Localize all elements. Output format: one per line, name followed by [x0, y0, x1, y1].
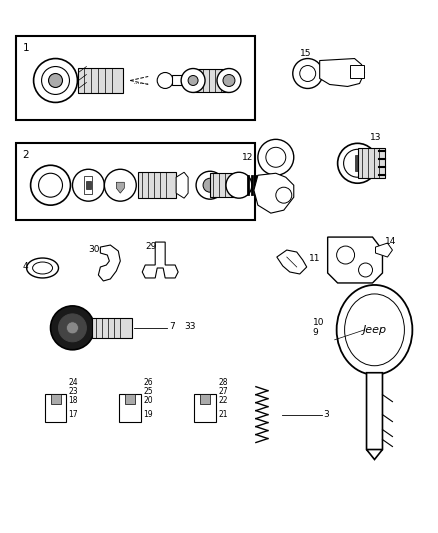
Bar: [50, 394, 60, 403]
Circle shape: [42, 67, 70, 94]
Text: 25: 25: [143, 387, 153, 396]
Circle shape: [31, 165, 71, 205]
Text: 18: 18: [68, 396, 78, 405]
Bar: [45, 394, 67, 422]
Text: 28: 28: [218, 378, 227, 387]
Circle shape: [39, 173, 63, 197]
Text: 30: 30: [88, 245, 100, 254]
Text: 14: 14: [385, 237, 396, 246]
Bar: [16, 36, 255, 120]
Bar: [172, 76, 182, 85]
Text: 11: 11: [309, 254, 320, 263]
Polygon shape: [99, 245, 120, 281]
Circle shape: [338, 143, 378, 183]
Polygon shape: [117, 182, 124, 193]
Text: 12: 12: [242, 154, 253, 162]
Polygon shape: [367, 373, 382, 455]
Bar: [92, 318, 132, 338]
Text: 9: 9: [313, 328, 318, 337]
Text: Jeep: Jeep: [362, 325, 387, 335]
Bar: [355, 155, 360, 171]
Text: 10: 10: [313, 318, 324, 327]
Circle shape: [293, 59, 323, 88]
Polygon shape: [142, 242, 178, 278]
Bar: [78, 68, 124, 93]
Text: 26: 26: [143, 378, 153, 387]
Bar: [85, 176, 92, 194]
Text: 33: 33: [184, 322, 196, 331]
Polygon shape: [375, 243, 392, 257]
Bar: [200, 394, 210, 403]
Circle shape: [67, 322, 78, 334]
Text: 22: 22: [218, 396, 227, 405]
Circle shape: [157, 72, 173, 88]
Bar: [125, 394, 135, 403]
Text: 29: 29: [145, 242, 157, 251]
Ellipse shape: [27, 258, 59, 278]
Circle shape: [50, 306, 95, 350]
Circle shape: [258, 139, 294, 175]
Text: 13: 13: [370, 133, 381, 142]
Bar: [350, 64, 364, 78]
Text: 23: 23: [68, 387, 78, 396]
Circle shape: [300, 66, 316, 82]
Text: 1: 1: [23, 43, 29, 53]
Bar: [194, 394, 216, 422]
Circle shape: [359, 263, 372, 277]
Circle shape: [203, 178, 217, 192]
Circle shape: [181, 69, 205, 92]
Ellipse shape: [345, 294, 404, 366]
Circle shape: [188, 76, 198, 85]
Bar: [193, 69, 228, 92]
Circle shape: [343, 149, 371, 177]
Ellipse shape: [337, 285, 413, 375]
Text: 17: 17: [68, 410, 78, 419]
Bar: [86, 181, 91, 189]
Circle shape: [59, 314, 86, 342]
Circle shape: [34, 59, 78, 102]
Text: 7: 7: [169, 322, 175, 331]
Text: 19: 19: [143, 410, 153, 419]
Circle shape: [266, 147, 286, 167]
Bar: [16, 143, 255, 220]
Circle shape: [49, 74, 63, 87]
Polygon shape: [277, 250, 307, 274]
Text: 3: 3: [324, 410, 329, 418]
Polygon shape: [176, 172, 188, 198]
Circle shape: [196, 171, 224, 199]
Text: 2: 2: [23, 150, 29, 160]
Circle shape: [72, 169, 104, 201]
Circle shape: [223, 75, 235, 86]
Bar: [138, 172, 176, 198]
Text: 21: 21: [218, 410, 227, 419]
Circle shape: [217, 69, 241, 92]
Bar: [210, 173, 238, 197]
Text: 27: 27: [218, 387, 228, 396]
Circle shape: [104, 169, 136, 201]
Circle shape: [226, 172, 252, 198]
Polygon shape: [328, 237, 382, 283]
Circle shape: [276, 187, 292, 203]
Polygon shape: [367, 449, 382, 459]
Bar: [119, 394, 141, 422]
Circle shape: [337, 246, 355, 264]
Bar: [357, 148, 385, 178]
Polygon shape: [320, 59, 364, 86]
Text: 24: 24: [68, 378, 78, 387]
Text: 20: 20: [143, 396, 153, 405]
Text: 15: 15: [300, 49, 311, 58]
Text: 4: 4: [23, 262, 28, 271]
Polygon shape: [254, 173, 294, 213]
Ellipse shape: [32, 262, 53, 274]
